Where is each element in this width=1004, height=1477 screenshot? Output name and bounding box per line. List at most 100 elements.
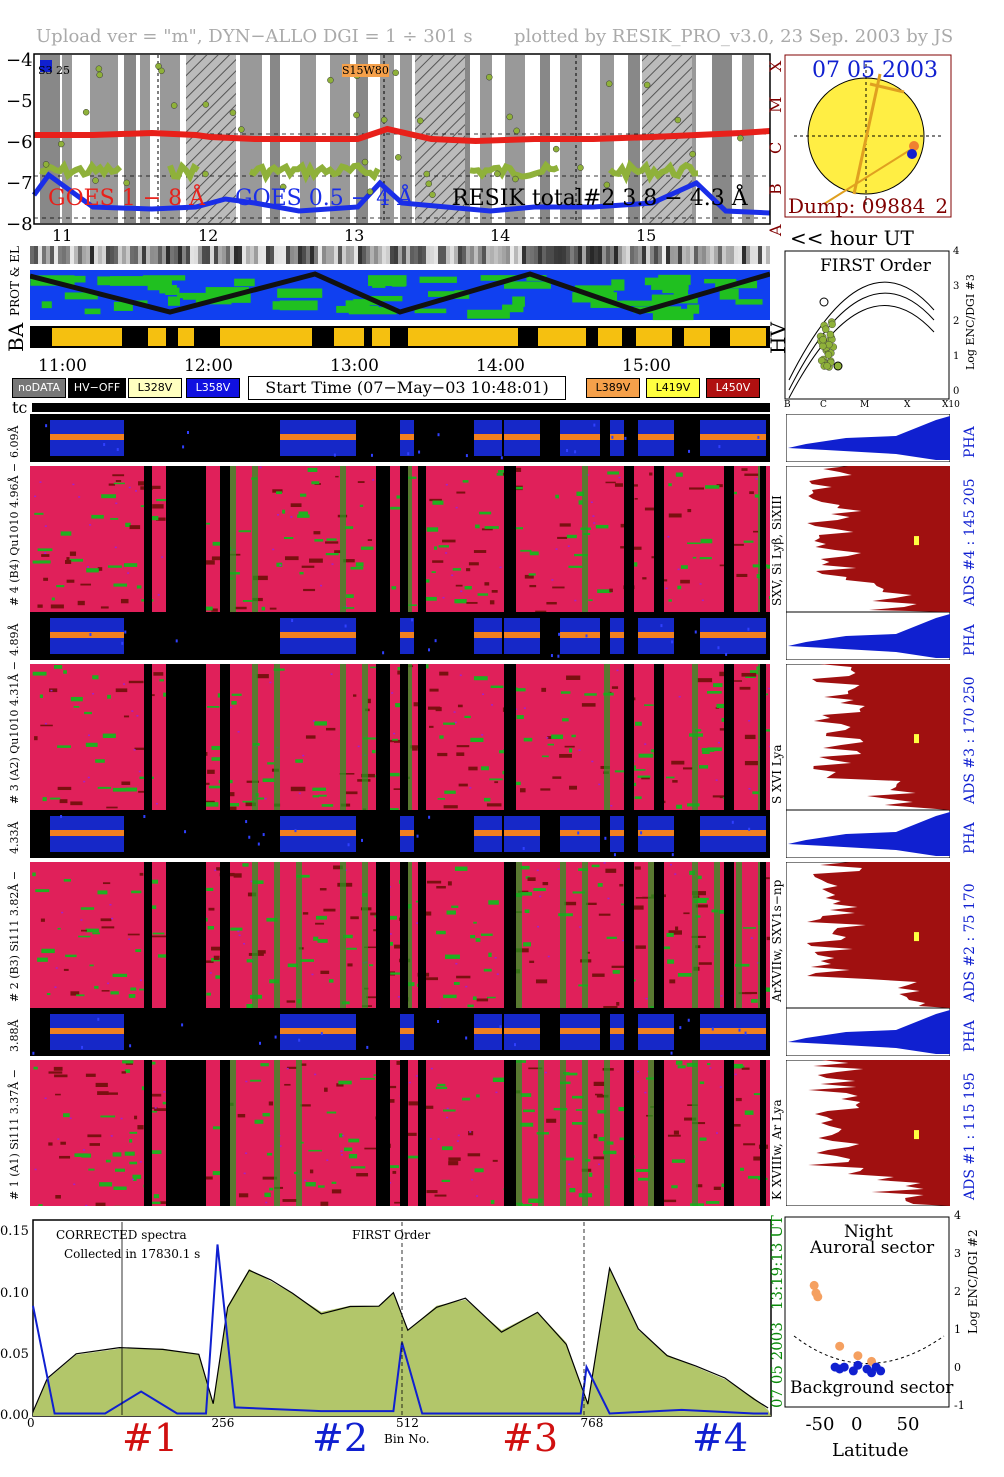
ads-channel-label: # 2 (B3) Si111 3.82Å − bbox=[8, 870, 21, 1002]
activity-cell bbox=[474, 246, 478, 264]
activity-cell bbox=[730, 246, 734, 264]
activity-cell bbox=[286, 246, 290, 264]
ba-segment bbox=[52, 328, 122, 346]
prot-patch bbox=[633, 306, 682, 314]
region-marker bbox=[40, 60, 52, 72]
activity-cell bbox=[114, 246, 118, 264]
goes-gap-band bbox=[90, 55, 118, 223]
ads-histogram-shape bbox=[812, 664, 950, 810]
resik-point bbox=[238, 126, 245, 133]
pha-peak bbox=[280, 434, 316, 440]
resik-point bbox=[513, 127, 520, 135]
spectrum-ytick: 0.10 bbox=[0, 1285, 29, 1301]
hour-tick: 13 bbox=[344, 226, 365, 245]
activity-cell bbox=[542, 246, 546, 264]
pha-peak bbox=[700, 632, 730, 638]
activity-cell bbox=[134, 246, 138, 264]
first-order-point bbox=[822, 325, 830, 333]
resik-point bbox=[512, 175, 519, 183]
latitude-ytick: 1 bbox=[954, 1323, 961, 1336]
prot-patch bbox=[512, 296, 525, 307]
prot-patch bbox=[480, 275, 518, 281]
resik-series-line bbox=[248, 161, 381, 184]
first-order-point bbox=[833, 361, 843, 371]
ba-segment bbox=[220, 328, 312, 346]
pha-peak bbox=[638, 1028, 674, 1034]
activity-cell bbox=[234, 246, 238, 264]
first-order-ytick: 1 bbox=[953, 351, 960, 362]
resik-point bbox=[674, 116, 682, 124]
ads-gap bbox=[144, 1060, 152, 1206]
pha-peak bbox=[730, 1028, 766, 1034]
activity-cell bbox=[414, 246, 418, 264]
activity-cell bbox=[662, 246, 666, 264]
resik-point bbox=[643, 81, 651, 89]
ads-histogram-shape bbox=[806, 862, 950, 1008]
spectral-lines-label: K XVIIIw, Ar Lya bbox=[770, 1099, 784, 1200]
activity-cell bbox=[378, 246, 382, 264]
activity-cell bbox=[426, 246, 430, 264]
activity-cell bbox=[522, 246, 526, 264]
tc-label: tc bbox=[12, 398, 28, 417]
resik-point bbox=[123, 179, 130, 187]
latitude-point bbox=[835, 1341, 845, 1351]
goes-ytick: −6 bbox=[6, 132, 33, 153]
pha-peak bbox=[84, 830, 124, 836]
activity-cell bbox=[554, 246, 558, 264]
spectrum-ytick: 0.15 bbox=[0, 1224, 29, 1240]
ads-histogram bbox=[786, 466, 950, 612]
hour-tick: 11 bbox=[52, 226, 73, 245]
activity-cell bbox=[614, 246, 618, 264]
latitude-point bbox=[876, 1366, 886, 1376]
activity-cell bbox=[142, 246, 146, 264]
first-order-point bbox=[819, 297, 829, 307]
pha-histogram-shape bbox=[788, 812, 950, 856]
pha-peak bbox=[700, 434, 730, 440]
spectrum-channel-label: #1 bbox=[122, 1416, 179, 1460]
spectrum-ytick: 0.05 bbox=[0, 1346, 29, 1362]
ads-marker bbox=[914, 1130, 919, 1140]
ads-histogram-shape bbox=[808, 1060, 950, 1206]
activity-cell bbox=[530, 246, 534, 264]
ba-segment bbox=[636, 328, 672, 346]
activity-cell bbox=[750, 246, 754, 264]
spectrum-corrected-text: CORRECTED spectra bbox=[56, 1228, 187, 1242]
activity-cell bbox=[694, 246, 698, 264]
spectral-lines-label: S XVI Lya bbox=[770, 744, 784, 805]
activity-cell bbox=[190, 246, 194, 264]
spectrum-xtick: 768 bbox=[580, 1416, 604, 1430]
prot-patch bbox=[574, 285, 614, 293]
pha-peak bbox=[610, 1028, 624, 1034]
activity-cell bbox=[646, 246, 650, 264]
resik-point bbox=[494, 170, 501, 178]
latitude-point bbox=[853, 1351, 863, 1361]
activity-cell bbox=[454, 246, 458, 264]
resik-point bbox=[229, 109, 237, 116]
resik-point bbox=[95, 65, 103, 72]
resik-point bbox=[57, 140, 65, 148]
ba-segment bbox=[730, 328, 766, 346]
first-order-point bbox=[825, 340, 833, 349]
pha-peak bbox=[560, 830, 600, 836]
activity-cell bbox=[338, 246, 342, 264]
activity-cell bbox=[446, 246, 450, 264]
activity-cell bbox=[702, 246, 706, 264]
spectrum-first-order-text: FIRST Order bbox=[352, 1228, 431, 1242]
resik-point bbox=[395, 154, 402, 161]
pha-histogram bbox=[786, 1008, 950, 1056]
activity-cell bbox=[526, 246, 530, 264]
spectrum-collected-text: Collected in 17830.1 s bbox=[64, 1247, 201, 1261]
spectral-lines-label: ArXVIIw, SXV1s−np bbox=[770, 879, 784, 1002]
activity-cell bbox=[314, 246, 318, 264]
first-order-ytick: 4 bbox=[953, 246, 960, 257]
activity-cell bbox=[638, 246, 642, 264]
pha-peak bbox=[400, 830, 414, 836]
activity-cell bbox=[762, 246, 766, 264]
activity-cell bbox=[246, 246, 250, 264]
pha-peak bbox=[316, 830, 356, 836]
sun-disk-panel bbox=[784, 54, 952, 218]
activity-cell bbox=[354, 246, 358, 264]
activity-cell bbox=[534, 246, 538, 264]
activity-cell bbox=[434, 246, 438, 264]
activity-cell bbox=[238, 246, 242, 264]
